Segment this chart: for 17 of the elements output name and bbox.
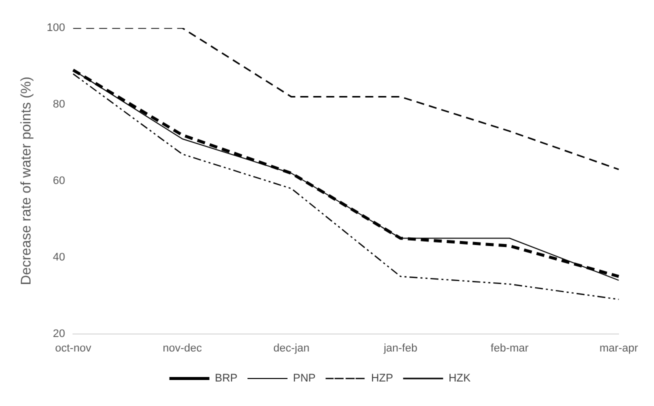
y-tick-label: 60	[52, 174, 66, 187]
y-tick-label: 20	[52, 328, 66, 340]
x-tick-label: mar-apr	[599, 342, 638, 354]
x-tick-label: jan-feb	[382, 342, 418, 354]
x-tick-label: oct-nov	[55, 342, 92, 354]
x-tick-label: dec-jan	[273, 342, 310, 354]
x-tick-label: feb-mar	[490, 342, 529, 354]
line-series	[72, 28, 620, 170]
y-tick-label: 80	[52, 98, 66, 110]
legend-label: BRP	[214, 372, 238, 385]
legend-label: HZP	[371, 372, 394, 385]
y-tick-label: 100	[46, 22, 66, 34]
x-tick-label: nov-dec	[162, 342, 202, 354]
legend-label: HZK	[448, 372, 472, 385]
y-tick-label: 40	[52, 251, 66, 264]
y-axis-title: Decrease rate of water points (%)	[17, 76, 34, 286]
legend-label: PNP	[293, 372, 316, 385]
